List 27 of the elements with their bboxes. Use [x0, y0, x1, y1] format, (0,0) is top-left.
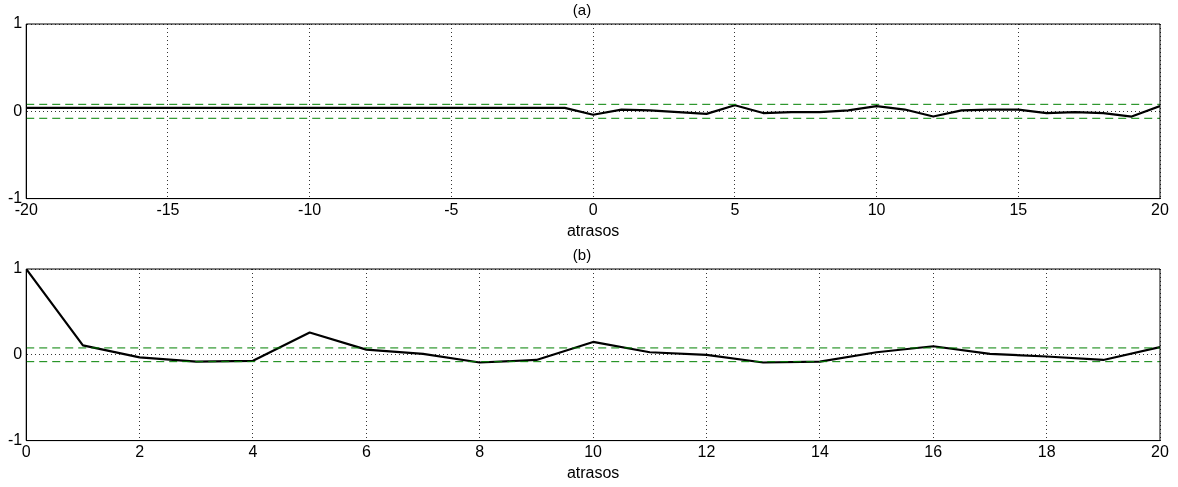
y-tick-label: 0 — [13, 345, 23, 363]
x-tick-label: 8 — [475, 442, 485, 460]
x-tick-label: 2 — [135, 442, 145, 460]
y-tick-label: 1 — [13, 259, 23, 277]
x-tick-label: -5 — [444, 200, 459, 218]
x-tick-label: 18 — [1037, 442, 1056, 460]
x-tick-label: 20 — [1151, 200, 1169, 218]
chart-title: (b) — [572, 246, 592, 264]
x-tick-label: 6 — [361, 442, 371, 460]
x-tick-label: 16 — [924, 442, 943, 460]
x-tick-label: 20 — [1151, 442, 1169, 460]
x-tick-label: 10 — [867, 200, 886, 218]
x-tick-label: 0 — [588, 200, 598, 218]
x-tick-label: 14 — [810, 442, 829, 460]
x-tick-label: 15 — [1009, 200, 1028, 218]
x-axis-title: atrasos — [566, 463, 620, 481]
y-tick-label: -1 — [7, 431, 23, 449]
y-tick-label: 0 — [13, 101, 23, 119]
x-tick-label: 4 — [248, 442, 258, 460]
x-tick-label: 10 — [584, 442, 603, 460]
chart-title: (a) — [572, 1, 592, 19]
y-tick-label: 1 — [13, 14, 23, 32]
x-tick-label: -10 — [298, 200, 322, 218]
x-tick-label: 12 — [697, 442, 716, 460]
x-axis-title: atrasos — [566, 221, 620, 239]
x-tick-label: -15 — [156, 200, 180, 218]
x-tick-label: 5 — [730, 200, 740, 218]
